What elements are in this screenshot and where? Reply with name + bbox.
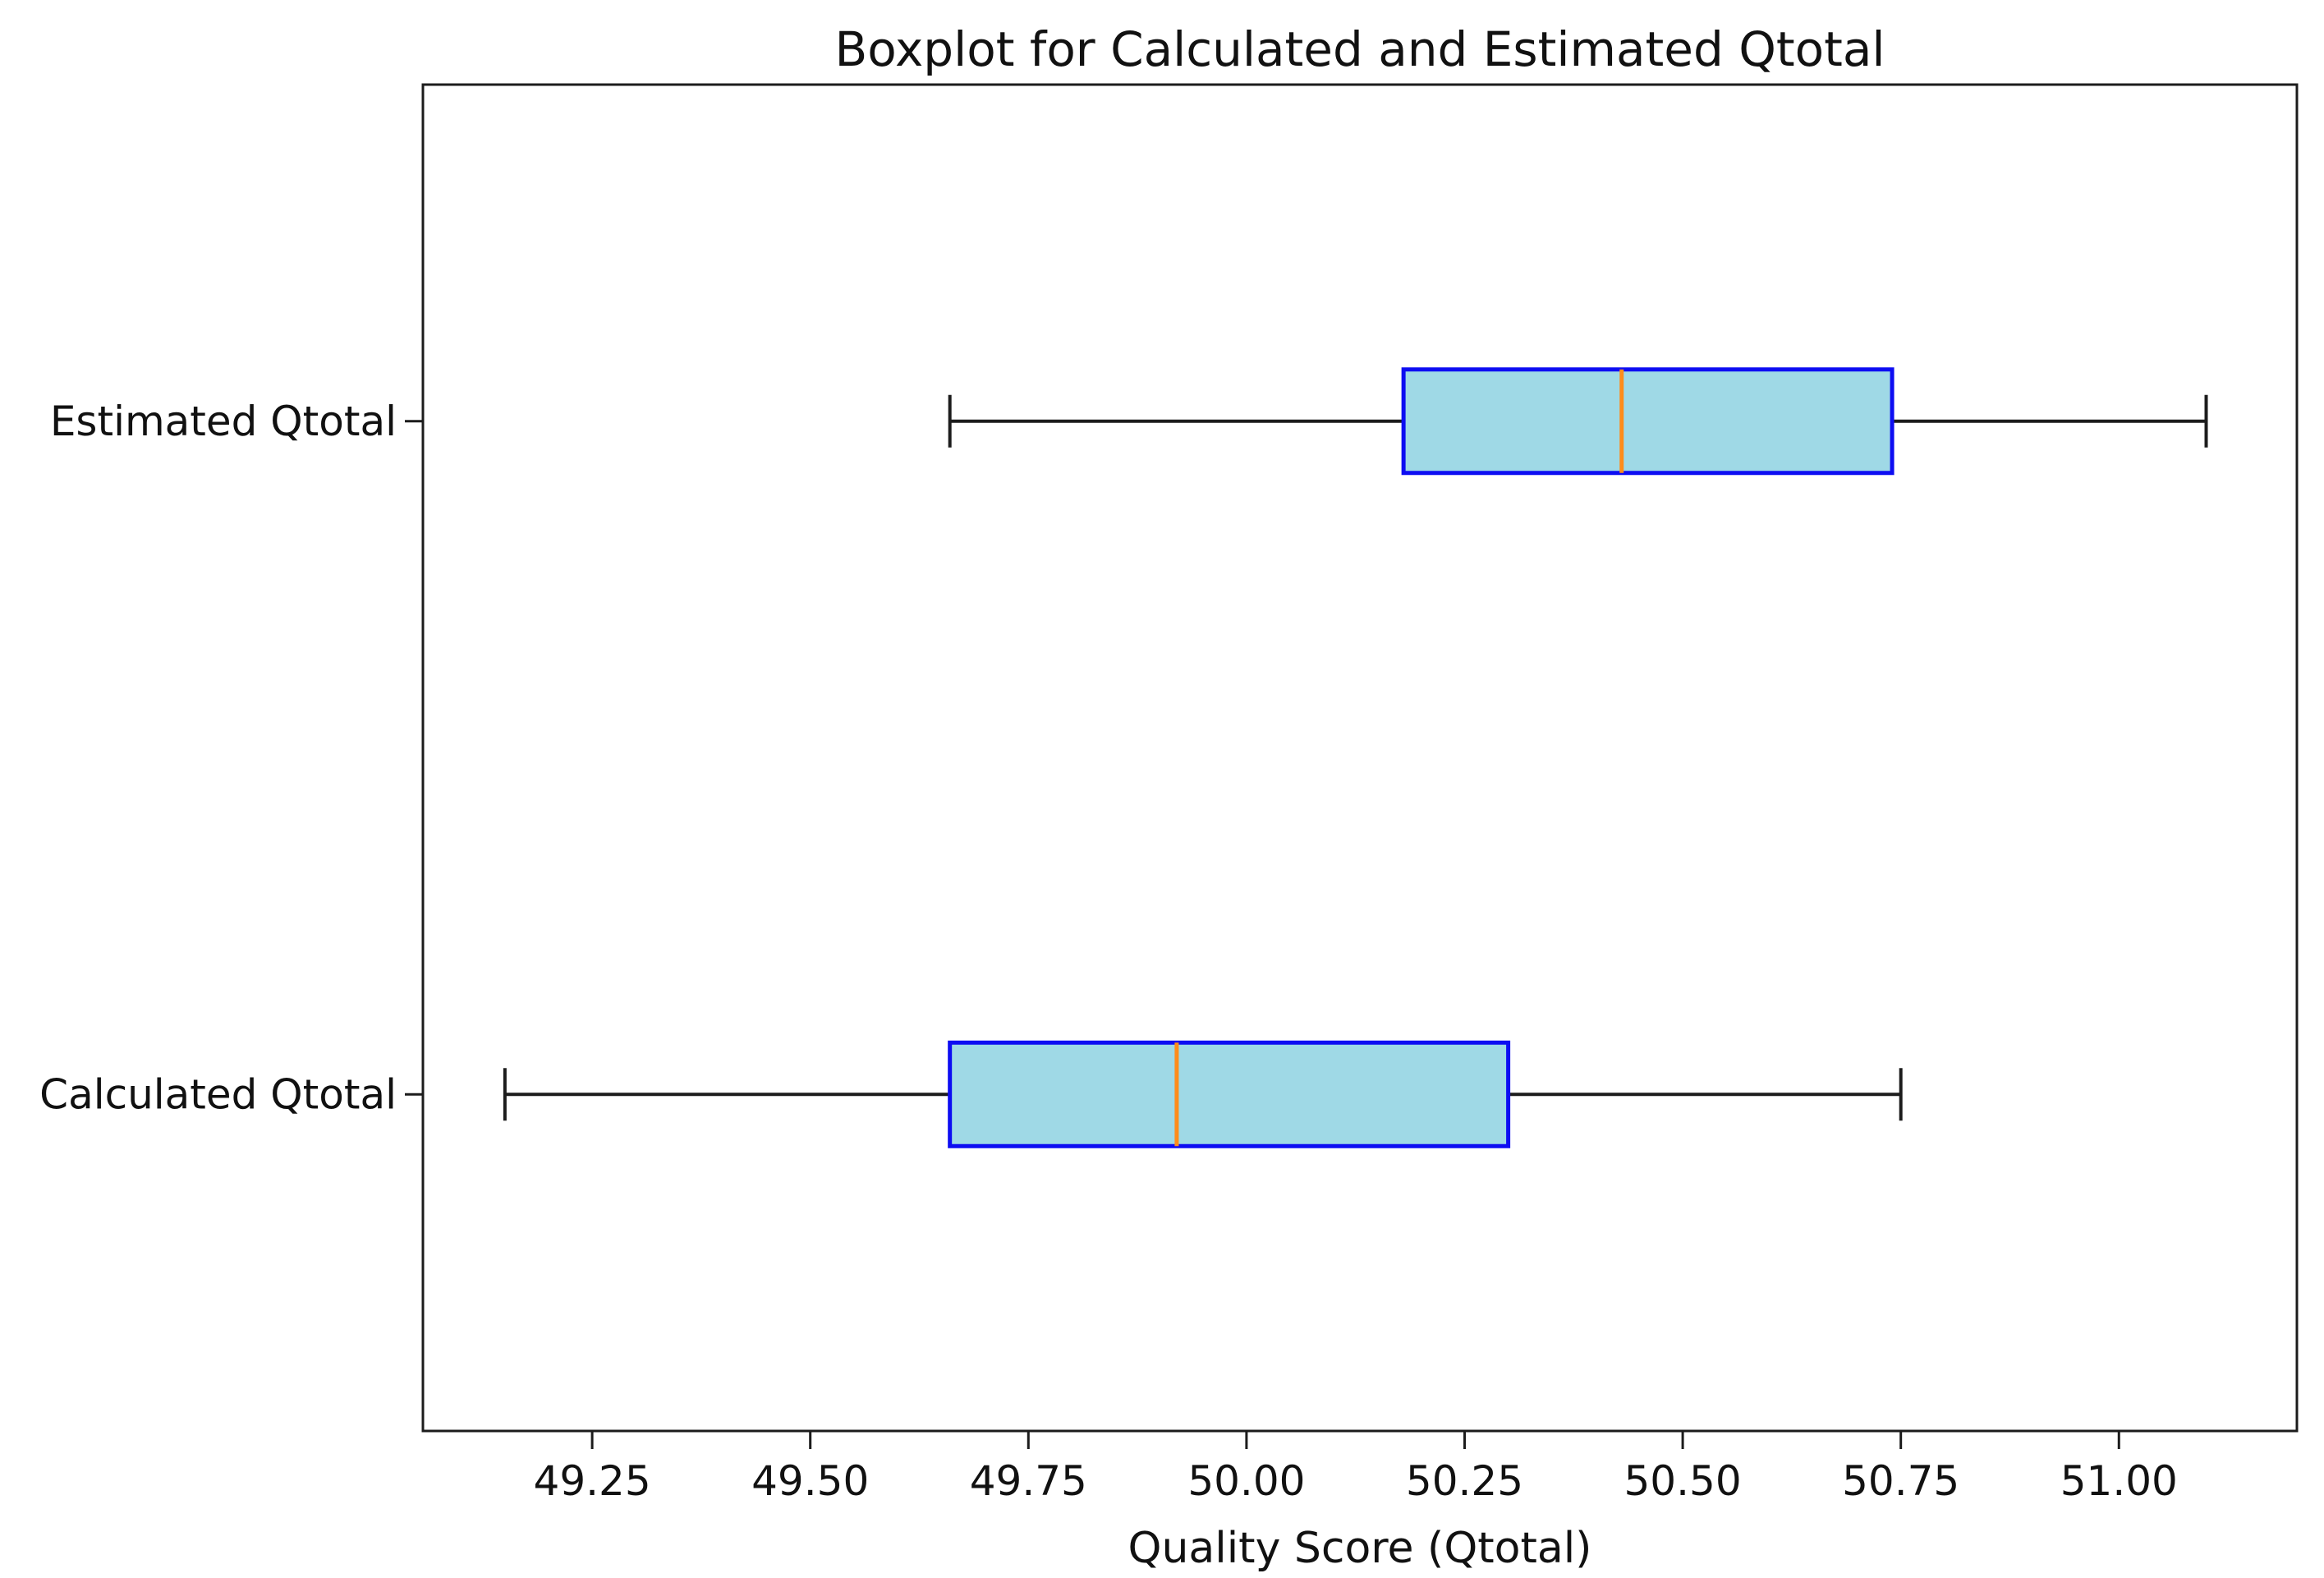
y-tick-label-estimated-qtotal: Estimated Qtotal	[50, 398, 397, 445]
chart-title: Boxplot for Calculated and Estimated Qto…	[834, 21, 1885, 77]
x-tick-label: 50.75	[1842, 1457, 1959, 1505]
chart-geometry: 49.25 49.50 49.75 50.00 50.25 50.50 50.75 51.00…	[39, 83, 2299, 1505]
box-calculated-qtotal	[948, 1040, 1511, 1148]
x-tick-label: 49.75	[970, 1457, 1087, 1505]
x-tick-label: 50.50	[1624, 1457, 1742, 1505]
x-axis-label: Quality Score (Qtotal)	[1128, 1524, 1592, 1573]
x-tick-label: 49.50	[751, 1457, 869, 1505]
x-tick-label: 50.25	[1406, 1457, 1523, 1505]
box-estimated-qtotal	[1401, 367, 1895, 476]
plot-border	[421, 83, 2299, 1433]
y-tick-label-calculated-qtotal: Calculated Qtotal	[39, 1070, 397, 1118]
x-tick-label: 50.00	[1187, 1457, 1305, 1505]
x-tick-label: 51.00	[2060, 1457, 2178, 1505]
x-tick-label: 49.25	[534, 1457, 651, 1505]
